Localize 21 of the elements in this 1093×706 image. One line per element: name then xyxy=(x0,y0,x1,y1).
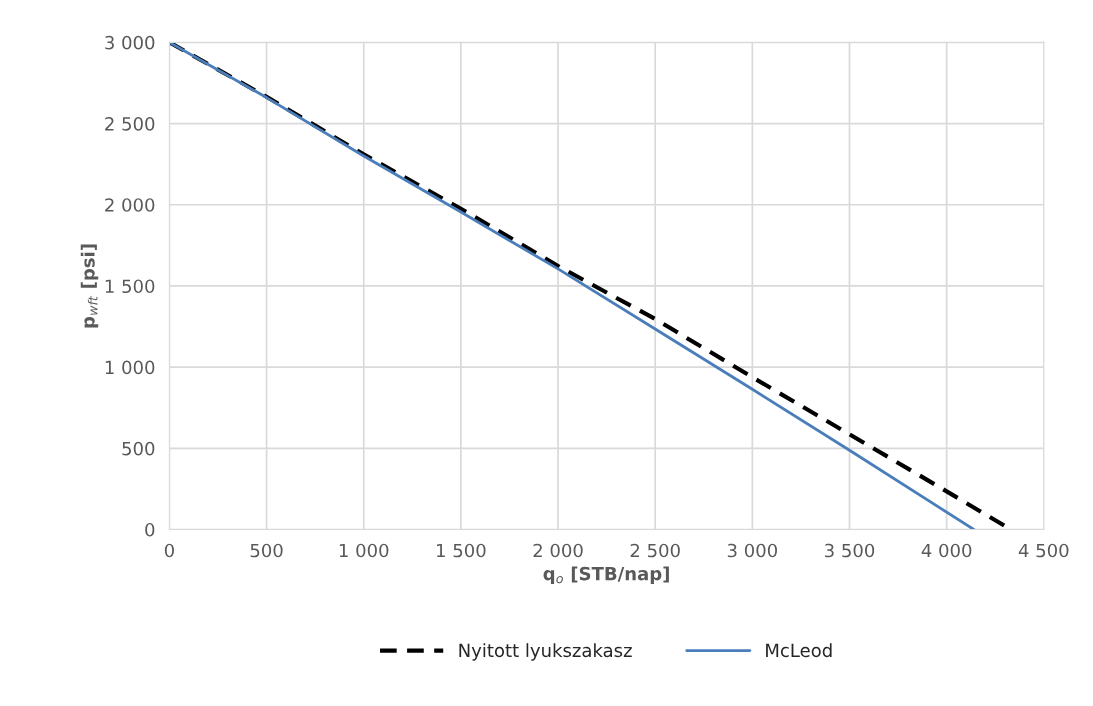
x-tick-label: 2 000 xyxy=(533,543,583,558)
x-tick-label: 0 xyxy=(164,543,174,558)
y-tick-label: 2 500 xyxy=(105,117,155,131)
x-tick-label: 2 500 xyxy=(630,543,680,558)
x-tick-label: 1 000 xyxy=(339,543,389,558)
y-tick-label: 1 000 xyxy=(105,360,155,375)
x-tick-label: 4 500 xyxy=(1018,543,1069,558)
y-tick-label: 3 000 xyxy=(105,35,155,50)
y-axis-title: p$_{wft}$ [psi] xyxy=(80,244,99,328)
y-tick-label: 1 500 xyxy=(105,279,155,294)
x-axis-title: q$_{o}$ [STB/nap] xyxy=(543,566,669,584)
legend-label: McLeod xyxy=(766,643,832,658)
x-tick-label: 500 xyxy=(250,543,283,558)
y-tick-label: 0 xyxy=(145,522,155,537)
y-tick-label: 2 000 xyxy=(105,198,155,212)
x-tick-label: 3 000 xyxy=(727,543,777,558)
x-tick-label: 4 000 xyxy=(921,543,972,558)
x-tick-label: 1 500 xyxy=(437,543,486,558)
legend-label: Nyitott lyukszakasz xyxy=(459,643,632,661)
x-tick-label: 3 500 xyxy=(825,543,875,558)
y-tick-label: 500 xyxy=(122,441,155,456)
